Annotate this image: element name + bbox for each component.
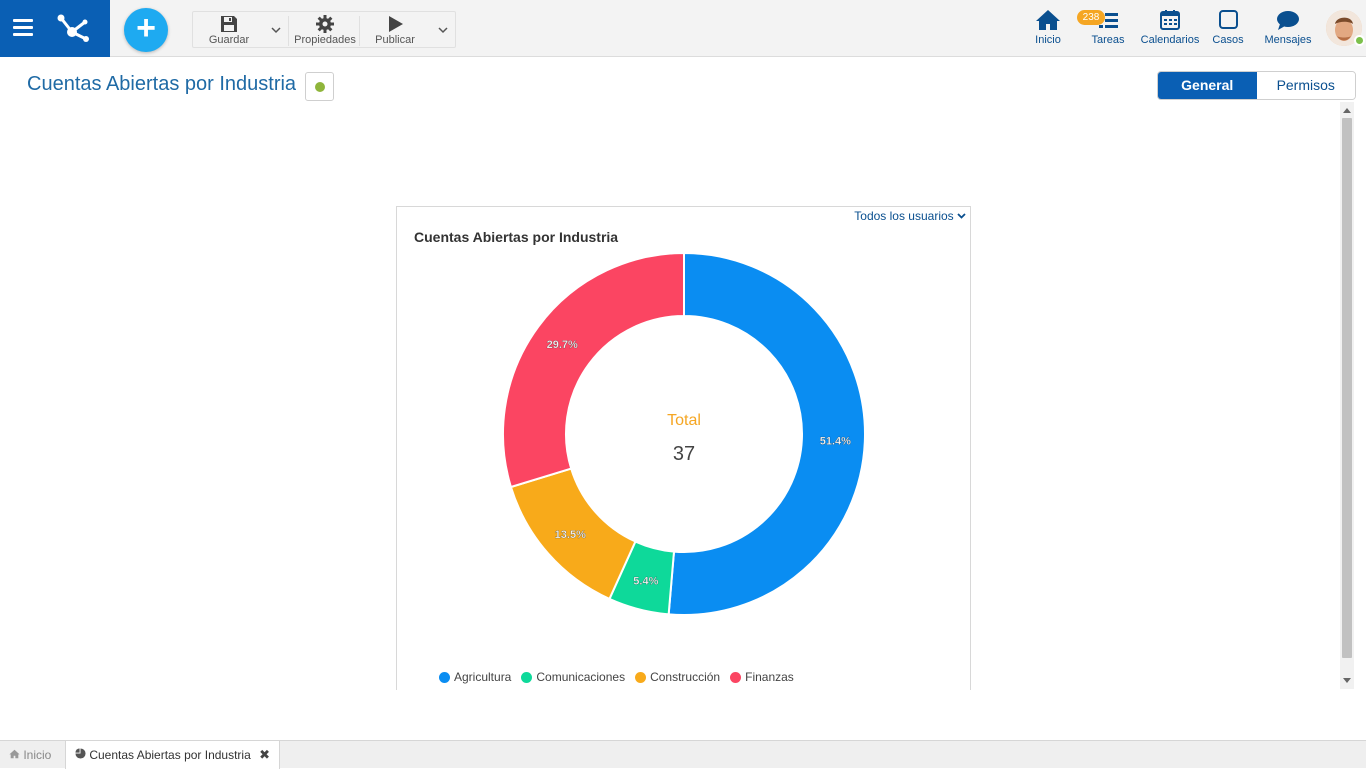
floppy-disk-icon	[201, 12, 257, 34]
chart-center-value: 37	[673, 443, 695, 465]
nav-messages[interactable]: Mensajes	[1263, 9, 1313, 49]
save-options-chevron-down-icon[interactable]	[269, 23, 283, 37]
bottom-tab-bar: Inicio Cuentas Abiertas por Industria ✖	[0, 740, 1366, 769]
bottom-tab-current[interactable]: Cuentas Abiertas por Industria ✖	[65, 741, 280, 769]
status-button[interactable]	[305, 72, 334, 101]
nav-calendars-label: Calendarios	[1140, 34, 1200, 46]
publish-options-chevron-down-icon[interactable]	[436, 23, 450, 37]
publish-label: Publicar	[375, 34, 415, 46]
publish-button[interactable]: Publicar	[363, 12, 427, 49]
nav-calendars[interactable]: Calendarios	[1139, 9, 1201, 49]
legend-item-construcción[interactable]: Construcción	[635, 670, 720, 684]
nav-cases-label: Casos	[1212, 34, 1244, 46]
tab-general[interactable]: General	[1158, 72, 1257, 99]
add-button[interactable]: +	[124, 8, 168, 52]
pie-chart-icon	[75, 748, 86, 759]
legend-item-agricultura[interactable]: Agricultura	[439, 670, 511, 684]
status-dot	[315, 82, 325, 92]
nav-messages-label: Mensajes	[1264, 34, 1312, 46]
brand-area	[0, 0, 110, 57]
legend-label: Finanzas	[745, 670, 794, 684]
bottom-tab-home[interactable]: Inicio	[0, 741, 65, 769]
bottom-tab-home-label: Inicio	[23, 748, 52, 762]
tab-permissions[interactable]: Permisos	[1256, 72, 1355, 99]
properties-label: Propiedades	[294, 34, 356, 46]
save-label: Guardar	[208, 34, 250, 46]
close-tab-icon[interactable]: ✖	[259, 747, 270, 762]
user-filter-dropdown[interactable]: Todos los usuarios	[854, 209, 966, 223]
chart-legend: Agricultura Comunicaciones Construcción Fin…	[439, 670, 804, 684]
hamburger-menu-icon[interactable]	[13, 19, 33, 37]
scroll-down-arrow-icon[interactable]	[1343, 678, 1351, 683]
chart-center-label: Total	[667, 412, 701, 429]
slice-percent-label: 13.5%	[555, 529, 586, 541]
scroll-up-arrow-icon[interactable]	[1343, 108, 1351, 113]
donut-slice-agricultura[interactable]	[667, 251, 866, 616]
legend-color-dot	[730, 671, 742, 683]
scroll-thumb[interactable]	[1342, 118, 1352, 658]
nav-home[interactable]: Inicio	[1030, 9, 1066, 49]
slice-percent-label: 51.4%	[820, 435, 851, 447]
legend-color-dot	[635, 671, 647, 683]
house-icon	[1036, 10, 1060, 30]
toolbar-divider	[359, 16, 360, 46]
save-button[interactable]: Guardar	[201, 12, 257, 49]
toolbar-divider	[288, 16, 289, 46]
calendar-icon	[1160, 10, 1180, 30]
slice-percent-label: 29.7%	[547, 339, 578, 351]
app-logo-icon[interactable]	[52, 10, 92, 46]
house-icon	[9, 749, 20, 759]
nav-tasks-label: Tareas	[1091, 34, 1125, 46]
legend-item-finanzas[interactable]: Finanzas	[730, 670, 794, 684]
legend-label: Construcción	[650, 670, 721, 684]
tasks-count-badge: 238	[1077, 10, 1105, 25]
legend-label: Comunicaciones	[536, 670, 626, 684]
top-bar: + Guardar	[0, 0, 1366, 57]
properties-button[interactable]: Propiedades	[290, 12, 360, 49]
bottom-tab-current-label: Cuentas Abiertas por Industria	[89, 748, 251, 762]
slice-percent-label: 5.4%	[633, 576, 658, 588]
chevron-down-icon	[957, 213, 966, 219]
toolbar-group: Guardar	[192, 11, 456, 48]
nav-cases[interactable]: Casos	[1210, 9, 1246, 49]
donut-chart: 51.4% 5.4% 13.5% 29.7% Total 37	[502, 251, 866, 616]
user-filter-label: Todos los usuarios	[854, 209, 954, 223]
vertical-scrollbar[interactable]	[1340, 102, 1354, 689]
page-title: Cuentas Abiertas por Industria	[27, 73, 297, 95]
legend-item-comunicaciones[interactable]: Comunicaciones	[521, 670, 625, 684]
nav-home-label: Inicio	[1035, 34, 1061, 46]
chart-card: Todos los usuarios Cuentas Abiertas por …	[396, 206, 971, 690]
chart-title: Cuentas Abiertas por Industria	[414, 229, 619, 245]
gear-icon	[290, 12, 360, 34]
view-tabs: General Permisos	[1157, 71, 1356, 100]
donut-slice-finanzas[interactable]	[502, 251, 685, 489]
legend-label: Agricultura	[454, 670, 512, 684]
online-status-dot	[1354, 35, 1365, 46]
legend-color-dot	[439, 671, 450, 683]
square-icon	[1219, 10, 1238, 29]
play-icon	[363, 12, 427, 34]
chat-bubble-icon	[1277, 11, 1299, 30]
legend-color-dot	[521, 671, 533, 683]
